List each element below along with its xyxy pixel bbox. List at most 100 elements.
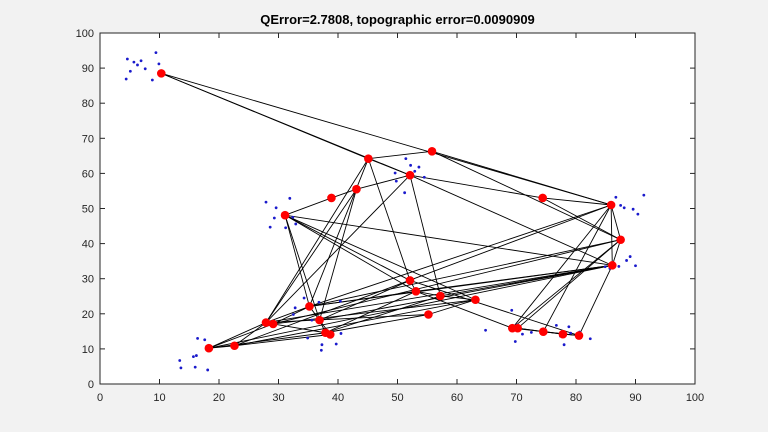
connection-line [415, 290, 513, 329]
connection-line [208, 323, 274, 349]
data-point [272, 216, 276, 220]
y-tick-label: 50 [82, 204, 94, 216]
connection-line [610, 204, 613, 266]
data-point [529, 331, 533, 334]
connection-line [273, 239, 621, 325]
connection-line [234, 334, 331, 347]
neuron-point [156, 69, 166, 78]
neuron-point [513, 323, 522, 333]
data-point [619, 203, 623, 207]
connection-line [440, 264, 613, 297]
x-tick-label: 40 [332, 392, 344, 404]
connection-line [234, 322, 267, 347]
connection-line [368, 158, 411, 176]
data-point [132, 60, 136, 64]
data-point [291, 313, 295, 316]
x-tick-label: 60 [451, 392, 463, 404]
connection-line [234, 204, 612, 347]
data-point [642, 193, 646, 197]
data-point [124, 77, 128, 81]
neuron-point [364, 154, 373, 163]
connection-line [356, 174, 411, 190]
data-point [139, 59, 143, 63]
connection-line [578, 265, 613, 336]
y-tick-label: 70 [82, 133, 94, 145]
connection-line [265, 158, 369, 323]
data-point [603, 265, 607, 269]
data-point [393, 171, 397, 175]
connection-line [309, 264, 613, 307]
neuron-point [471, 295, 480, 305]
neuron-point [436, 291, 445, 301]
connection-line [309, 204, 612, 307]
x-tick-label: 80 [570, 392, 582, 404]
y-axis-ticks: 0 10 20 30 40 50 60 70 80 90 100 [76, 28, 695, 391]
connection-line [284, 214, 411, 281]
connection-line [611, 239, 622, 266]
x-tick-label: 100 [686, 392, 704, 404]
x-tick-label: 70 [510, 392, 522, 404]
neuron-point [405, 170, 415, 180]
connection-line [273, 323, 326, 334]
neuron-point [204, 343, 214, 353]
data-point [569, 331, 573, 335]
data-point [196, 336, 199, 340]
x-tick-label: 10 [153, 392, 165, 404]
connection-line [265, 174, 411, 323]
data-point [193, 365, 197, 369]
connection-line [208, 322, 267, 349]
connection-line [319, 189, 357, 321]
connection-line [284, 215, 320, 321]
data-point [422, 175, 426, 179]
connection-line [542, 204, 612, 332]
connection-line [265, 314, 429, 324]
data-point [128, 69, 132, 73]
data-point [567, 325, 571, 329]
connection-line [512, 239, 621, 329]
connection-line [368, 150, 433, 160]
som-neurons [156, 69, 625, 353]
neuron-point [424, 310, 433, 319]
y-tick-label: 40 [82, 239, 94, 251]
data-point [484, 328, 487, 332]
data-point [588, 337, 592, 341]
data-point [302, 296, 306, 300]
connection-line [265, 188, 357, 323]
connection-line [409, 280, 580, 336]
data-point [631, 207, 635, 211]
connection-line [319, 264, 613, 321]
y-tick-label: 20 [82, 309, 94, 321]
neuron-point [538, 327, 548, 337]
y-tick-label: 90 [82, 63, 94, 75]
data-point [409, 163, 412, 167]
data-point [157, 62, 161, 66]
neuron-point [574, 331, 584, 340]
data-point [192, 355, 195, 359]
y-tick-label: 80 [82, 98, 94, 110]
neuron-point [230, 341, 239, 351]
x-tick-label: 50 [391, 392, 403, 404]
data-point [617, 265, 621, 268]
neuron-point [261, 318, 271, 327]
connection-line [431, 150, 612, 206]
connection-line [208, 332, 326, 349]
data-point [554, 323, 558, 327]
data-point [413, 169, 417, 173]
connection-line [409, 175, 441, 297]
connection-line [409, 174, 543, 199]
x-axis-ticks: 0 10 20 30 40 50 60 70 80 90 100 [97, 33, 704, 404]
data-point [320, 343, 324, 347]
connection-line [284, 215, 310, 307]
y-tick-label: 60 [82, 168, 94, 180]
connection-line [542, 197, 612, 206]
data-point [510, 308, 514, 312]
data-point [293, 306, 297, 310]
connection-line [440, 295, 476, 301]
neuron-point [352, 184, 361, 194]
connection-line [325, 295, 441, 334]
data-point [521, 332, 524, 336]
connection-line [325, 314, 429, 334]
x-tick-label: 30 [272, 392, 284, 404]
data-point [284, 226, 288, 230]
